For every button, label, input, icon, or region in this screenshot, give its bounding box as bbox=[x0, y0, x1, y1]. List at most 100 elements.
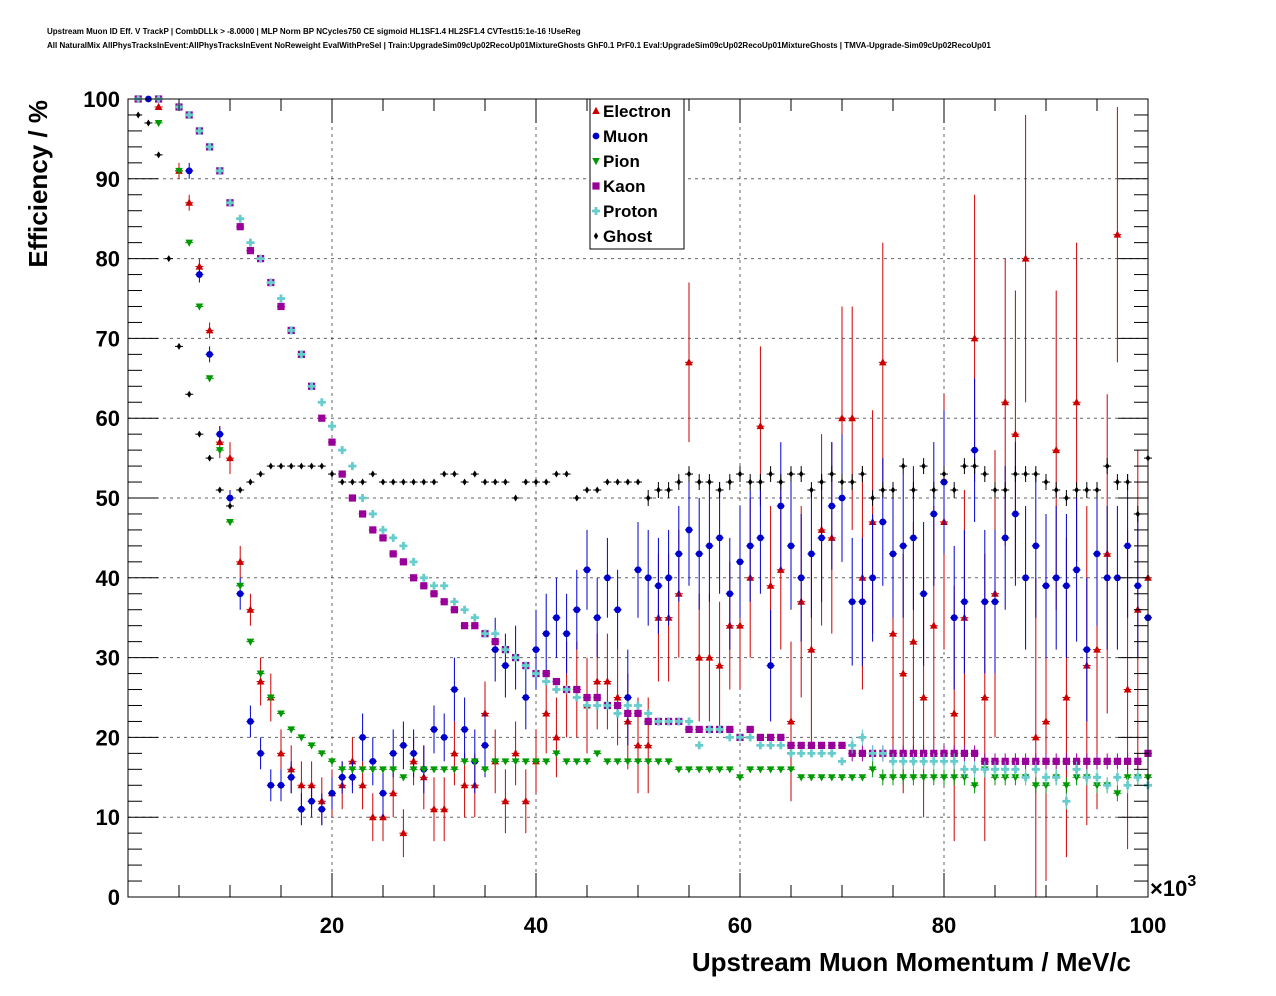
data-point bbox=[501, 758, 510, 766]
data-point bbox=[799, 470, 804, 478]
data-point bbox=[267, 781, 275, 789]
data-point bbox=[513, 494, 518, 502]
data-point bbox=[705, 653, 714, 661]
data-point bbox=[930, 621, 938, 629]
data-point bbox=[399, 558, 407, 566]
data-point bbox=[715, 766, 724, 774]
data-point bbox=[593, 614, 601, 622]
data-point bbox=[1113, 230, 1122, 238]
data-point bbox=[226, 518, 234, 527]
data-point bbox=[470, 613, 479, 622]
x-tick-label: 80 bbox=[932, 913, 956, 938]
data-point bbox=[980, 765, 989, 774]
data-point bbox=[901, 462, 906, 470]
legend-label-ghost: Ghost bbox=[603, 227, 652, 246]
data-point bbox=[982, 470, 987, 478]
data-point bbox=[838, 414, 846, 422]
data-point bbox=[644, 574, 652, 582]
data-point bbox=[1093, 550, 1101, 558]
data-point bbox=[410, 749, 417, 757]
data-point bbox=[1042, 782, 1050, 790]
data-point bbox=[685, 725, 693, 734]
data-point bbox=[818, 534, 825, 542]
data-point bbox=[533, 478, 539, 486]
data-point bbox=[685, 526, 693, 534]
data-point bbox=[1042, 773, 1050, 782]
data-point bbox=[502, 662, 509, 669]
data-point bbox=[176, 342, 182, 350]
data-point bbox=[766, 581, 775, 589]
data-point bbox=[787, 766, 795, 774]
data-point bbox=[1124, 757, 1132, 765]
data-point bbox=[787, 741, 795, 749]
data-point bbox=[156, 151, 161, 159]
legend-label-electron: Electron bbox=[603, 102, 671, 121]
data-point bbox=[205, 375, 214, 383]
data-point bbox=[1113, 790, 1122, 798]
data-point bbox=[358, 494, 367, 502]
data-point bbox=[686, 470, 692, 478]
data-point bbox=[430, 581, 438, 590]
data-point bbox=[827, 749, 836, 758]
data-point bbox=[767, 733, 775, 741]
data-point bbox=[511, 758, 520, 766]
data-point bbox=[522, 758, 530, 766]
data-point bbox=[430, 805, 438, 813]
data-point bbox=[462, 478, 467, 486]
data-point bbox=[654, 758, 663, 766]
data-point bbox=[399, 774, 408, 782]
data-point bbox=[972, 462, 977, 470]
data-point bbox=[380, 478, 386, 486]
data-point bbox=[1042, 717, 1050, 725]
data-point bbox=[1134, 582, 1142, 590]
data-point bbox=[808, 550, 815, 558]
data-point bbox=[481, 709, 489, 717]
data-point bbox=[298, 805, 305, 813]
data-point bbox=[674, 717, 683, 726]
data-point bbox=[1011, 757, 1019, 765]
data-point bbox=[195, 262, 204, 270]
data-point bbox=[981, 757, 989, 765]
data-point bbox=[593, 677, 601, 685]
data-point bbox=[706, 542, 713, 550]
data-point bbox=[430, 726, 438, 733]
data-point bbox=[675, 550, 683, 558]
data-point bbox=[593, 693, 601, 702]
data-point bbox=[552, 750, 561, 758]
data-point bbox=[340, 478, 345, 486]
data-point bbox=[563, 630, 570, 638]
data-point bbox=[175, 167, 183, 176]
data-point bbox=[624, 694, 632, 701]
data-point bbox=[348, 494, 356, 502]
data-point bbox=[1032, 542, 1040, 550]
data-point bbox=[787, 717, 795, 725]
data-point bbox=[809, 486, 814, 494]
data-point bbox=[267, 694, 275, 702]
data-point bbox=[756, 766, 765, 774]
data-point bbox=[756, 421, 765, 430]
data-point bbox=[236, 590, 244, 598]
data-point bbox=[797, 749, 806, 758]
data-point bbox=[1093, 782, 1101, 790]
data-point bbox=[766, 766, 775, 774]
data-point bbox=[258, 470, 263, 478]
data-point bbox=[767, 662, 774, 669]
data-point bbox=[625, 478, 630, 486]
data-point bbox=[931, 486, 936, 494]
data-point bbox=[870, 494, 875, 502]
data-point bbox=[919, 757, 928, 766]
legend-box bbox=[589, 98, 685, 250]
data-point bbox=[807, 774, 816, 782]
data-point bbox=[890, 486, 896, 494]
data-point bbox=[308, 797, 315, 805]
data-point bbox=[634, 758, 642, 766]
data-point bbox=[676, 478, 681, 486]
data-point bbox=[450, 766, 459, 774]
data-point bbox=[717, 486, 722, 494]
data-point bbox=[1001, 534, 1009, 542]
data-point bbox=[991, 774, 999, 782]
data-point bbox=[574, 494, 579, 502]
data-point bbox=[838, 494, 846, 502]
x-tick-label: 60 bbox=[728, 913, 752, 938]
data-point bbox=[950, 774, 958, 782]
